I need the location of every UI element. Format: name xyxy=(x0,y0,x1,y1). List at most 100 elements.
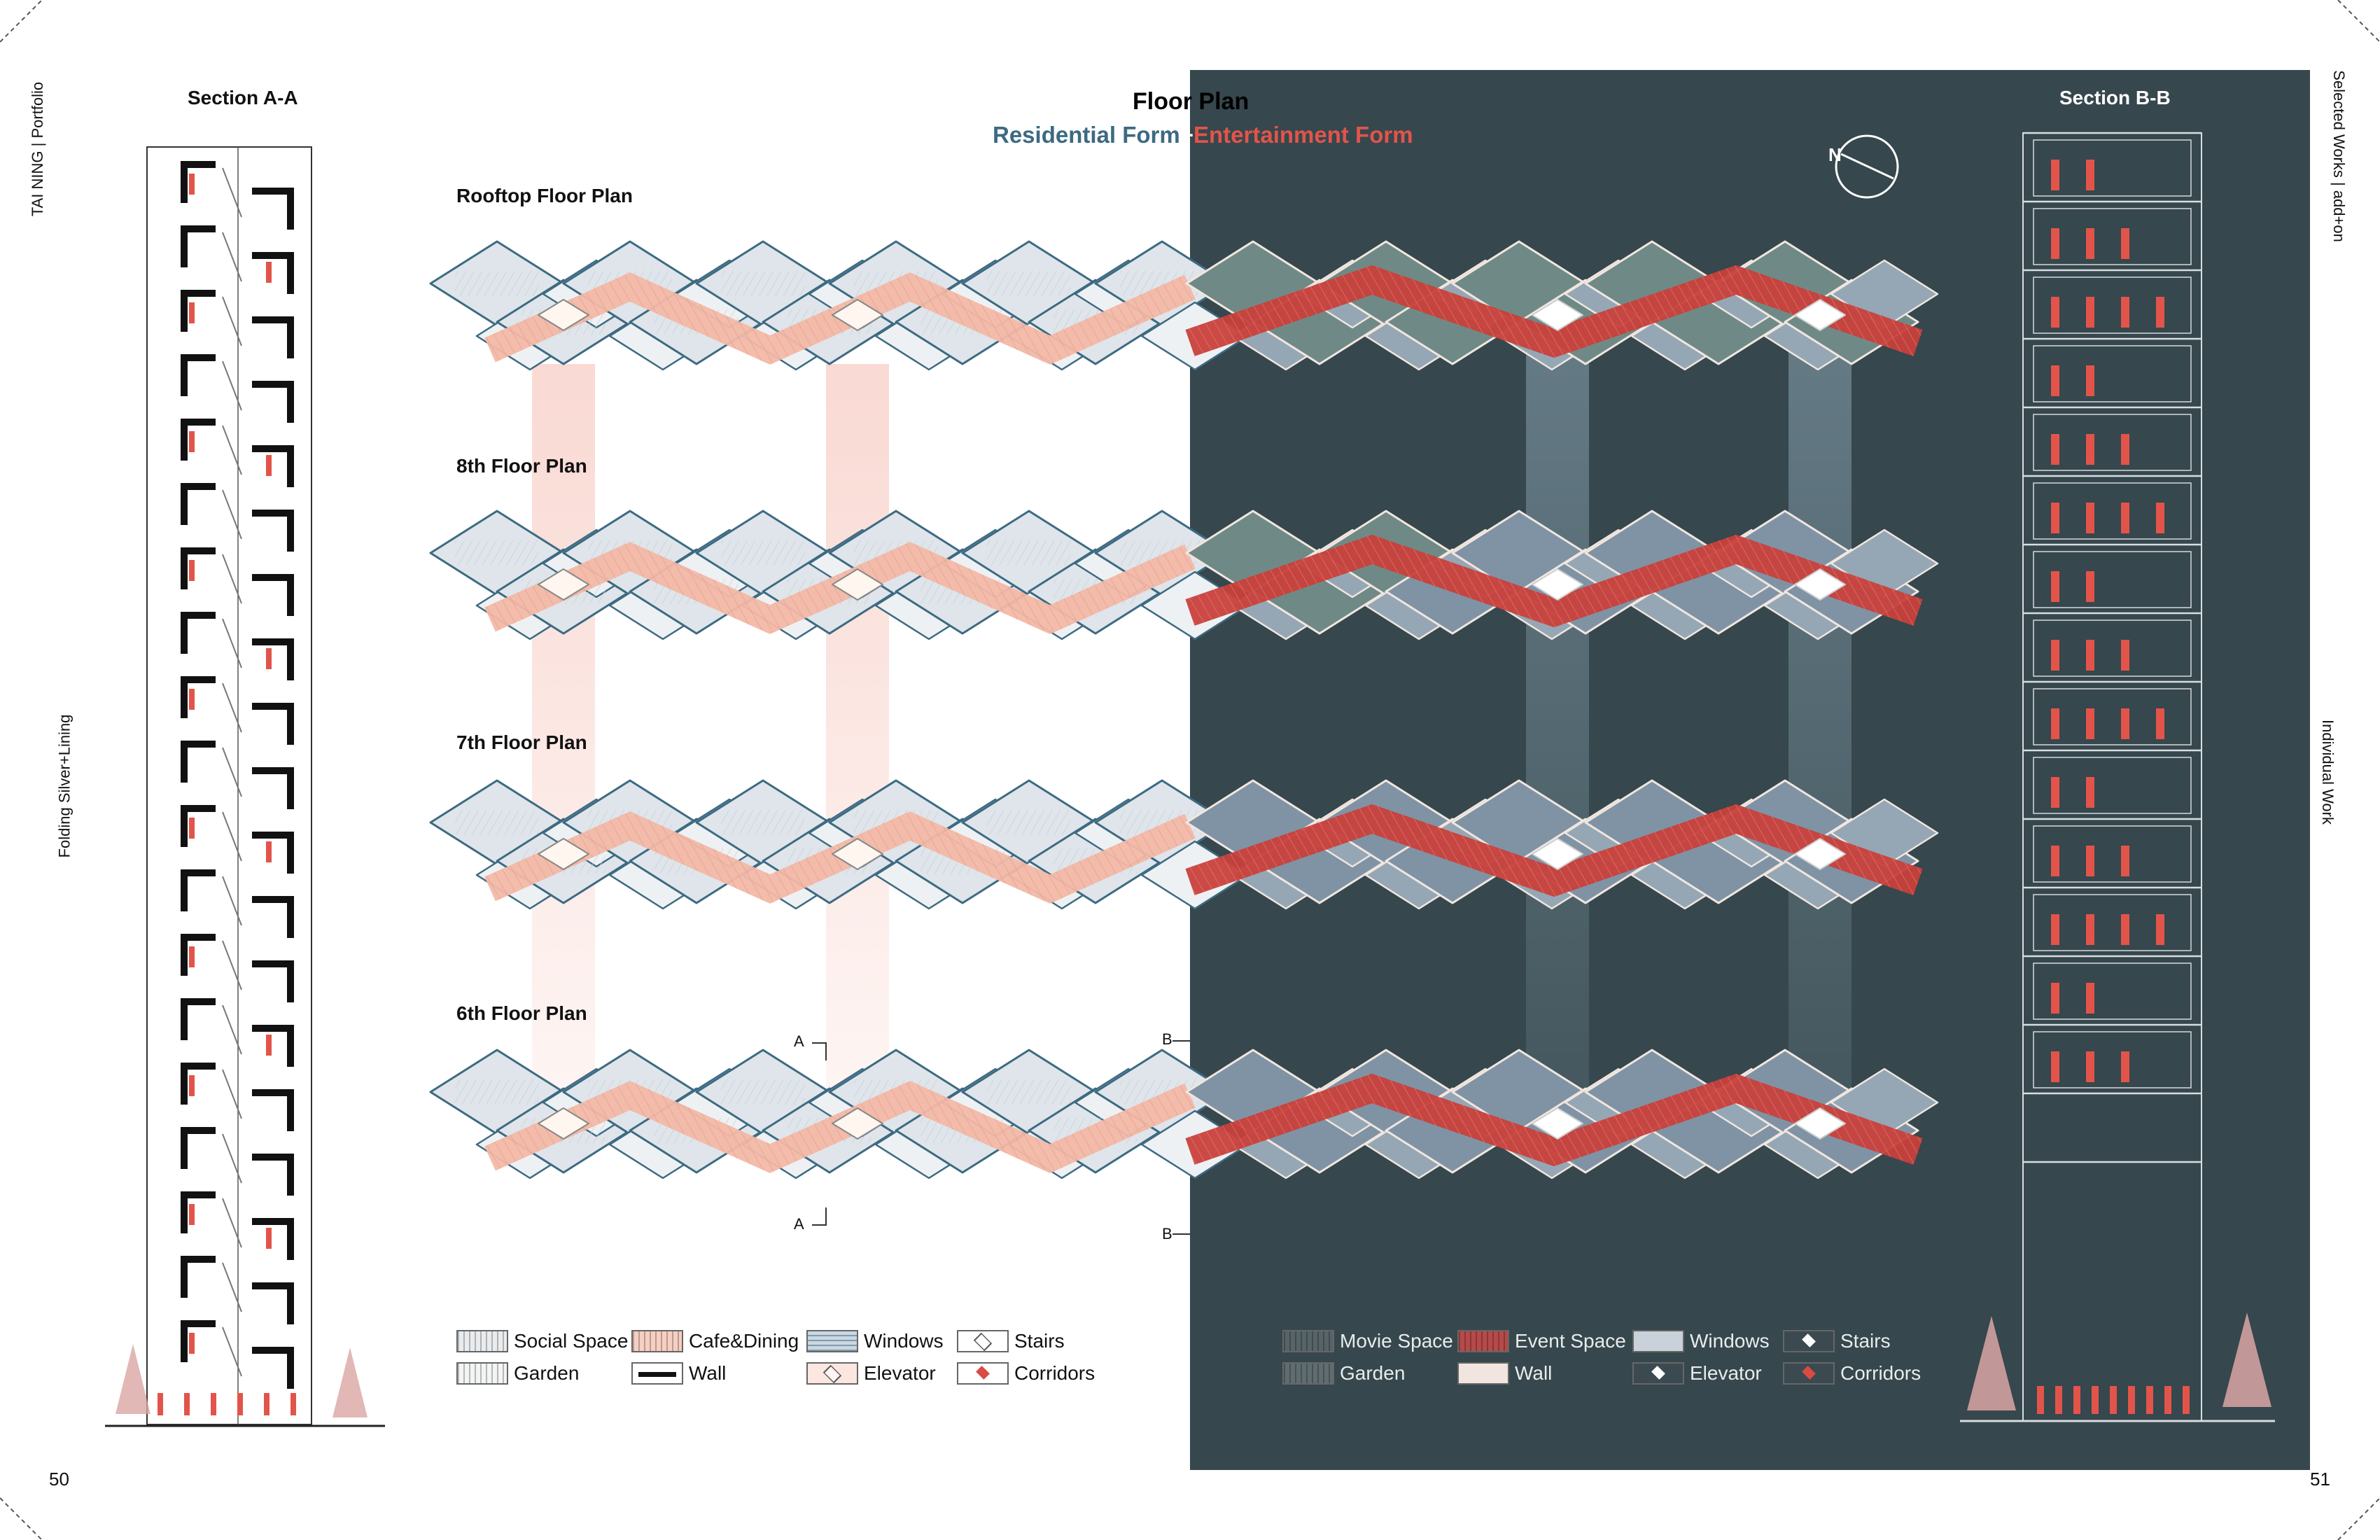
wall-segment xyxy=(287,767,294,809)
floor-slab xyxy=(181,1127,216,1134)
floor-room xyxy=(2033,414,2192,471)
stair-flight xyxy=(222,167,242,218)
floor-slab xyxy=(181,1256,216,1263)
floor-slab xyxy=(181,547,216,554)
person-figure xyxy=(2183,1386,2190,1414)
floor-slab xyxy=(252,1089,293,1096)
stair-core xyxy=(1532,568,1583,601)
person-figure xyxy=(2121,708,2129,739)
person-figure xyxy=(189,1333,195,1354)
elevator-shaft xyxy=(1788,343,1851,1148)
wall-segment xyxy=(181,1256,188,1298)
stair-flight xyxy=(222,489,242,540)
stair-flight xyxy=(222,682,242,733)
floor-slab xyxy=(181,225,216,232)
stair-flight xyxy=(222,554,242,604)
floor-slab xyxy=(181,419,216,426)
legend-label: Movie Space xyxy=(1340,1330,1453,1352)
floor-slab xyxy=(181,290,216,297)
wall-segment xyxy=(287,832,294,874)
stair-core xyxy=(1794,299,1846,331)
page-subtitle: Residential Form+Entertainment Form xyxy=(993,122,1413,148)
person-figure xyxy=(189,431,195,452)
floor-room xyxy=(2033,825,2192,883)
floor-room xyxy=(2033,551,2192,608)
page-number-left: 50 xyxy=(49,1469,69,1490)
person-figure xyxy=(266,841,272,862)
legend-label: Wall xyxy=(689,1362,727,1384)
corridor-hatch xyxy=(1185,1073,1923,1167)
legend-swatch xyxy=(957,1362,1009,1385)
legend-label: Windows xyxy=(1690,1330,1770,1352)
floor-slab xyxy=(252,252,293,259)
wall-segment xyxy=(287,703,294,745)
legend-label: Stairs xyxy=(1840,1330,1891,1352)
floor-slab xyxy=(181,354,216,361)
person-figure xyxy=(2086,640,2094,671)
floor-room xyxy=(2033,620,2192,677)
floor-pattern xyxy=(987,540,1071,566)
cut-line-a xyxy=(812,1042,827,1226)
floor-pattern xyxy=(455,271,539,296)
page-title: Floor Plan xyxy=(1133,88,1250,115)
subtitle-plus: + xyxy=(1180,122,1194,148)
legend-swatch xyxy=(456,1362,508,1385)
stair-flight xyxy=(222,1262,242,1312)
legend-label: Corridors xyxy=(1840,1362,1921,1384)
plan-label-6th: 6th Floor Plan xyxy=(456,1002,587,1024)
floor-slab xyxy=(252,832,293,839)
floor-slab xyxy=(181,483,216,490)
floor-slab xyxy=(181,1320,216,1327)
floor-room xyxy=(2033,1031,2192,1088)
floor-slab xyxy=(252,1154,293,1161)
wall-segment xyxy=(287,188,294,230)
legend-label: Corridors xyxy=(1014,1362,1096,1384)
floor-slab xyxy=(181,741,216,748)
person-figure xyxy=(264,1393,270,1415)
stair-core xyxy=(832,838,883,870)
person-figure xyxy=(189,1204,195,1225)
person-figure xyxy=(2051,983,2059,1014)
wall-segment xyxy=(181,225,188,267)
floor-slab xyxy=(252,1218,293,1225)
floor-slab xyxy=(252,510,293,517)
legend-item: Windows xyxy=(1632,1330,1783,1352)
stair-flight xyxy=(222,940,242,990)
person-figure xyxy=(2051,640,2059,671)
legend-item: Elevator xyxy=(806,1362,957,1385)
elevator-shaft xyxy=(532,364,595,1148)
wall-segment xyxy=(287,252,294,294)
stair-core xyxy=(538,838,589,870)
legend-entertainment: Movie Space Event Space Windows Stairs Garde… xyxy=(1282,1330,1933,1385)
person-figure xyxy=(189,1075,195,1096)
floor-slab xyxy=(181,934,216,941)
floor-plans xyxy=(429,240,1939,1180)
person-figure xyxy=(2051,297,2059,328)
stair-core xyxy=(538,299,589,331)
floor-pattern xyxy=(721,1079,805,1105)
person-figure xyxy=(2086,846,2094,876)
floor-plan-0 xyxy=(429,240,1939,371)
person-figure xyxy=(2121,914,2129,945)
floor-pattern xyxy=(455,810,539,835)
legend-label: Garden xyxy=(1340,1362,1406,1384)
floor-room xyxy=(2033,208,2192,265)
legend-label: Stairs xyxy=(1014,1330,1065,1352)
person-figure xyxy=(2121,1051,2129,1082)
cut-mark-a-bottom: A xyxy=(794,1215,804,1233)
floor-slab xyxy=(252,638,293,645)
person-figure xyxy=(2092,1386,2099,1414)
stair-core xyxy=(1794,1107,1846,1140)
wall-segment xyxy=(181,483,188,525)
floor-room xyxy=(2033,688,2192,746)
tree-icon xyxy=(332,1348,368,1418)
floor-pattern xyxy=(455,540,539,566)
legend-item: Wall xyxy=(1457,1362,1632,1385)
legend-label: Windows xyxy=(864,1330,944,1352)
wall-segment xyxy=(181,676,188,718)
legend-item: Corridors xyxy=(1783,1362,1933,1385)
legend-residential: Social Space Cafe&Dining Windows Stairs Gard… xyxy=(456,1330,1107,1385)
floor-slab xyxy=(252,574,293,581)
person-figure xyxy=(189,818,195,839)
